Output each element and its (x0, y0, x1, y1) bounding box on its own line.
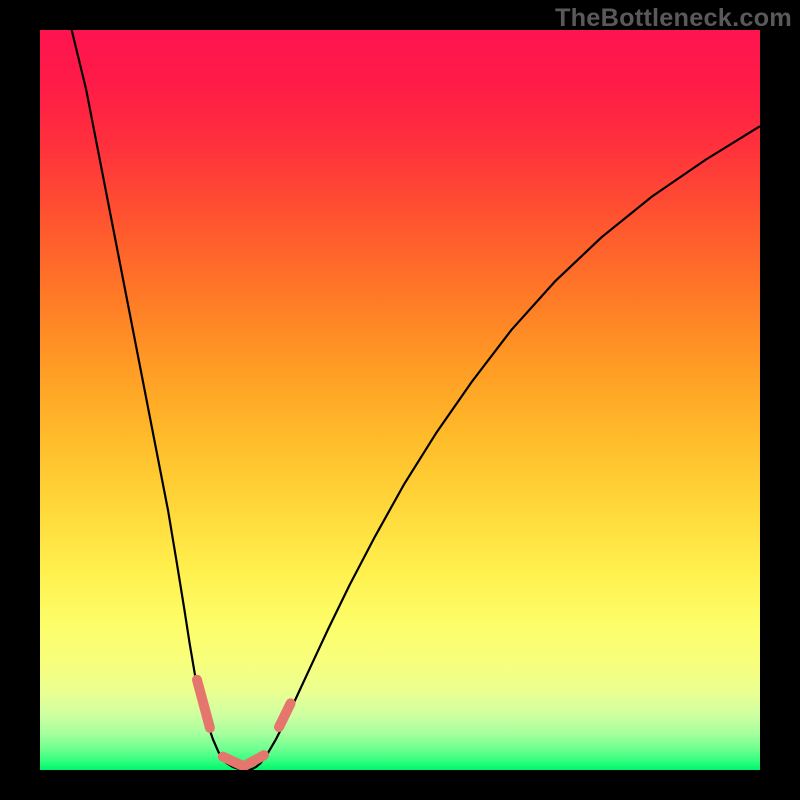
chart-container: TheBottleneck.com (0, 0, 800, 800)
watermark-text: TheBottleneck.com (555, 4, 792, 33)
bottleneck-chart (0, 0, 800, 800)
plot-background (40, 30, 760, 770)
